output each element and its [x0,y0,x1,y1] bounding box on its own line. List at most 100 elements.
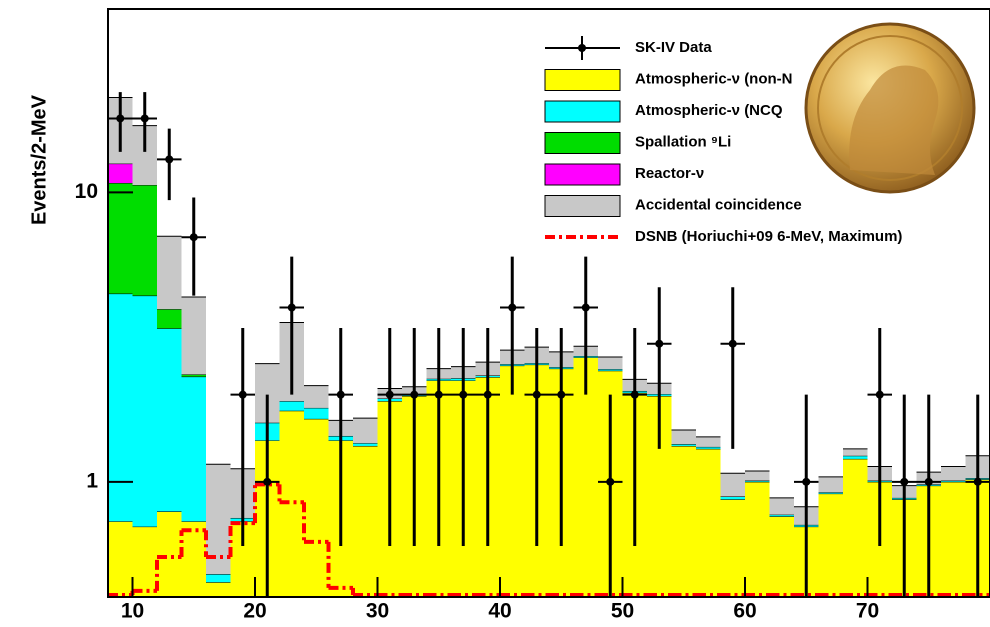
data-point [116,114,125,123]
data-point [189,233,198,242]
plot-frame [107,8,990,598]
legend-label: Reactor-ν [635,165,704,182]
legend-swatch [544,69,621,91]
data-point [900,477,909,486]
data-point [140,114,149,123]
hist-bar [279,401,304,411]
hist-bar [671,445,696,597]
legend-swatch [544,163,621,186]
hist-bar [941,466,966,481]
hist-bar [181,374,206,377]
data-point [802,477,811,486]
hist-bar [818,476,843,493]
hist-bar [157,511,182,597]
data-point [238,390,247,399]
hist-bar [353,418,378,444]
legend-label: SK-IV Data [635,39,712,56]
data-point [532,390,541,399]
hist-bar [206,574,231,583]
legend-label: DSNB (Horiuchi+09 6-MeV, Maximum) [635,228,902,245]
hist-bar [720,496,745,500]
hist-bar [132,295,157,527]
hist-bar [769,516,794,597]
y-axis-label: Events/2-MeV [28,94,50,225]
hist-bar [818,493,843,597]
hist-bar [304,418,329,597]
hist-bar [818,492,843,494]
data-point [655,339,664,348]
hist-bar [720,499,745,597]
data-point [508,303,517,312]
legend-swatch [544,100,621,123]
data-point [263,477,272,486]
legend-swatch [544,132,621,154]
hist-bar [769,497,794,515]
hist-bar [206,582,231,597]
legend-label: Spallation ⁹Li [635,133,731,150]
legend-marker [578,44,586,52]
data-point [410,390,419,399]
hist-bar [500,365,525,597]
hist-bar [108,293,133,522]
hist-bar [157,328,182,512]
x-tick-label: 70 [856,600,879,623]
x-tick-label: 30 [366,600,389,623]
data-point [434,390,443,399]
hist-bar [696,448,721,597]
data-point [483,390,492,399]
hist-bar [745,481,770,597]
hist-bar [745,470,770,481]
data-point [606,477,615,486]
legend-swatch [544,195,621,217]
legend-label: Atmospheric-ν (non-N [635,70,793,87]
y-tick-label: 10 [75,180,98,203]
hist-bar [745,480,770,482]
data-point [557,390,566,399]
hist-bar [720,473,745,497]
hist-bar [157,236,182,310]
hist-bar [671,444,696,446]
hist-bar [108,163,133,184]
data-point [728,339,737,348]
hist-bar [573,357,598,597]
hist-bar [108,183,133,294]
hist-bar [181,376,206,522]
x-tick-label: 10 [121,600,144,623]
hist-bar [843,448,868,456]
hist-bar [132,526,157,597]
data-point [385,390,394,399]
x-tick-label: 60 [733,600,756,623]
y-tick-label: 1 [86,469,98,492]
data-point [287,303,296,312]
hist-bar [181,297,206,375]
data-point [973,477,982,486]
data-point [336,390,345,399]
hist-bar [353,443,378,446]
hist-bar [843,455,868,459]
data-point [630,390,639,399]
hist-bar [696,436,721,447]
x-tick-label: 40 [488,600,511,623]
hist-bar [941,480,966,482]
hist-bar [157,309,182,329]
x-tick-label: 20 [243,600,266,623]
hist-bar [132,185,157,296]
hist-bar [598,356,623,370]
data-point [459,390,468,399]
hist-bar [353,445,378,597]
legend-label: Accidental coincidence [635,196,802,213]
hist-bar [598,369,623,371]
medal [804,22,976,194]
data-point [165,155,174,164]
data-point [581,303,590,312]
data-point [875,390,884,399]
hist-bar [843,458,868,597]
data-point [924,477,933,486]
hist-bar [108,521,133,597]
hist-bar [941,481,966,597]
hist-bar [696,446,721,449]
legend-label: Atmospheric-ν (NCQ [635,102,783,119]
hist-bar [304,407,329,419]
hist-bar [304,385,329,408]
